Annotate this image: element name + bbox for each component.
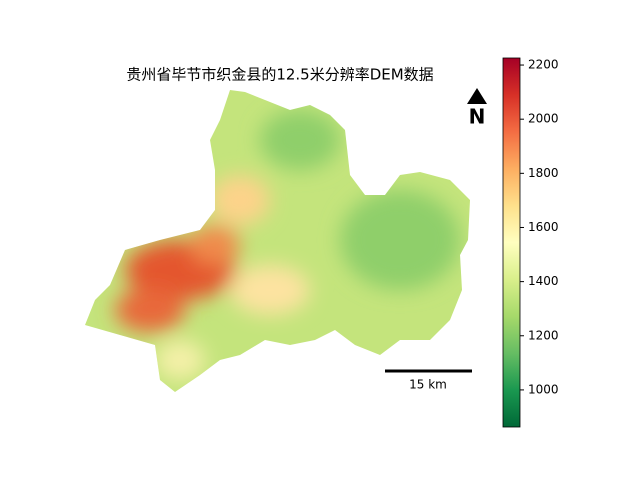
colorbar-tick-label: 1000: [528, 382, 559, 396]
north-arrow: [467, 88, 487, 104]
colorbar-tick-label: 1600: [528, 220, 559, 234]
north-label: N: [469, 105, 486, 129]
colorbar-tick-label: 2000: [528, 112, 559, 126]
colorbar-tick-label: 1200: [528, 328, 559, 342]
colorbar-tick-label: 2200: [528, 58, 559, 72]
map-title: 贵州省毕节市织金县的12.5米分辨率DEM数据: [126, 66, 433, 84]
colorbar-tick-label: 1800: [528, 166, 559, 180]
scale-label: 15 km: [409, 378, 447, 392]
colorbar-tick-label: 1400: [528, 274, 559, 288]
colorbar: [502, 57, 521, 428]
dem-raster: [85, 90, 470, 392]
